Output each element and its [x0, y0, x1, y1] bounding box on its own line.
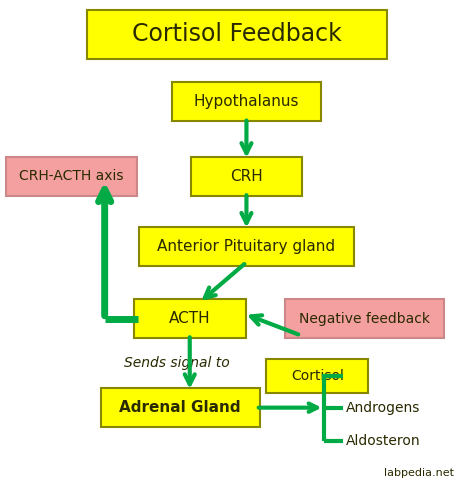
Text: CRH-ACTH axis: CRH-ACTH axis — [19, 170, 124, 184]
Text: Anterior Pituitary gland: Anterior Pituitary gland — [157, 239, 336, 254]
FancyBboxPatch shape — [139, 227, 354, 266]
Text: Cortisol Feedback: Cortisol Feedback — [132, 22, 342, 46]
FancyBboxPatch shape — [285, 299, 444, 338]
FancyBboxPatch shape — [172, 82, 321, 121]
FancyBboxPatch shape — [6, 157, 137, 196]
FancyBboxPatch shape — [134, 299, 246, 338]
Text: CRH: CRH — [230, 169, 263, 184]
FancyBboxPatch shape — [87, 10, 387, 59]
FancyBboxPatch shape — [191, 157, 302, 196]
Text: ACTH: ACTH — [169, 311, 210, 326]
Text: Negative feedback: Negative feedback — [299, 312, 430, 326]
Text: Adrenal Gland: Adrenal Gland — [119, 400, 241, 415]
Text: Hypothalanus: Hypothalanus — [194, 94, 299, 109]
FancyBboxPatch shape — [101, 388, 260, 427]
Text: Sends signal to: Sends signal to — [124, 356, 229, 370]
Text: Androgens: Androgens — [346, 401, 420, 415]
Text: Aldosteron: Aldosteron — [346, 434, 420, 448]
Text: labpedia.net: labpedia.net — [384, 468, 455, 478]
Text: Cortisol: Cortisol — [291, 369, 344, 384]
FancyBboxPatch shape — [266, 359, 368, 394]
